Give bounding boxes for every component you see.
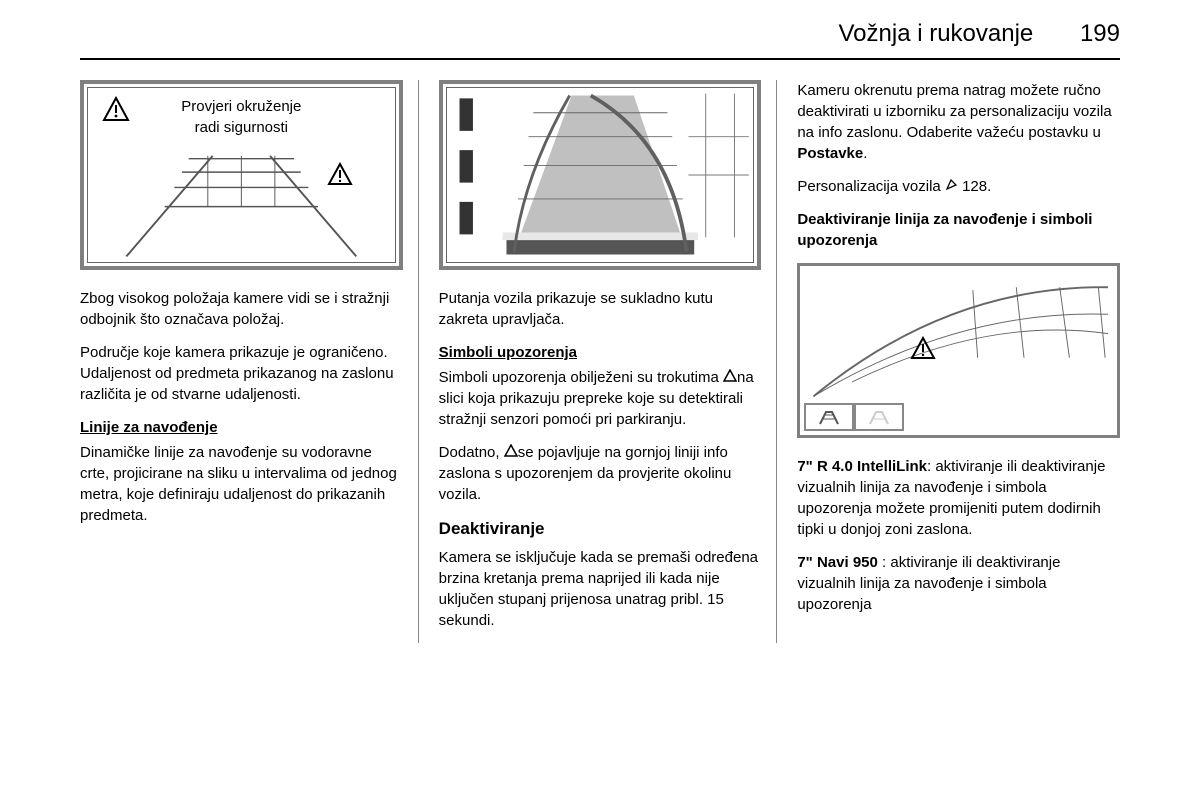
subheading-deactivate-guidelines: Deaktiviranje linija za navođenje i simb… — [797, 209, 1120, 251]
paragraph: Zbog visokog položaja kamere vidi se i s… — [80, 288, 403, 330]
column-1: Provjeri okruženje radi sigurnosti — [80, 80, 419, 643]
subheading-deactivation: Deaktiviranje — [439, 517, 762, 541]
paragraph: Kamera se isključuje kada se premaši odr… — [439, 547, 762, 631]
system-name: 7" Navi 950 — [797, 554, 882, 571]
paragraph: Dodatno, se pojavljuje na gornjoj liniji… — [439, 442, 762, 505]
content-columns: Provjeri okruženje radi sigurnosti — [80, 80, 1120, 643]
warning-toggle-button[interactable] — [854, 403, 904, 431]
paragraph: 7" R 4.0 IntelliLink: aktiviranje ili de… — [797, 456, 1120, 540]
guidelines-toggle-button[interactable] — [804, 403, 854, 431]
header-page-number: 199 — [1080, 20, 1120, 47]
column-3: Kameru okrenutu prema natrag možete ručn… — [797, 80, 1120, 643]
paragraph: Personalizacija vozila 128. — [797, 176, 1120, 197]
trajectory-svg — [443, 84, 758, 266]
paragraph: 7" Navi 950 : aktiviranje ili deaktivira… — [797, 552, 1120, 615]
column-2: Putanja vozila prikazuje se sukladno kut… — [439, 80, 778, 643]
subheading-guidelines: Linije za navođenje — [80, 417, 403, 438]
paragraph: Dinamičke linije za navođenje su vodorav… — [80, 442, 403, 526]
paragraph: Kameru okrenutu prema natrag možete ručn… — [797, 80, 1120, 164]
paragraph: Područje koje kamera prikazuje je ograni… — [80, 342, 403, 405]
guideline-lanes-svg — [84, 84, 399, 266]
warning-triangle-icon — [723, 367, 737, 388]
figure-rear-camera-warning: Provjeri okruženje radi sigurnosti — [80, 80, 403, 270]
screen-button-bar — [804, 403, 904, 431]
warning-triangle-icon — [504, 442, 518, 463]
system-name: 7" R 4.0 IntelliLink — [797, 458, 927, 475]
figure-trajectory — [439, 80, 762, 270]
paragraph: Putanja vozila prikazuje se sukladno kut… — [439, 288, 762, 330]
page-header: Vožnja i rukovanje 199 — [80, 20, 1120, 60]
header-title: Vožnja i rukovanje — [838, 20, 1033, 47]
subheading-warning-symbols: Simboli upozorenja — [439, 342, 762, 363]
cross-ref-icon — [945, 178, 958, 195]
figure-screen-buttons — [797, 263, 1120, 438]
manual-page: Vožnja i rukovanje 199 Provjeri okruženj… — [0, 0, 1200, 663]
settings-keyword: Postavke — [797, 145, 863, 162]
paragraph: Simboli upozorenja obilježeni su trokuti… — [439, 367, 762, 430]
warning-triangle-icon — [910, 336, 936, 360]
